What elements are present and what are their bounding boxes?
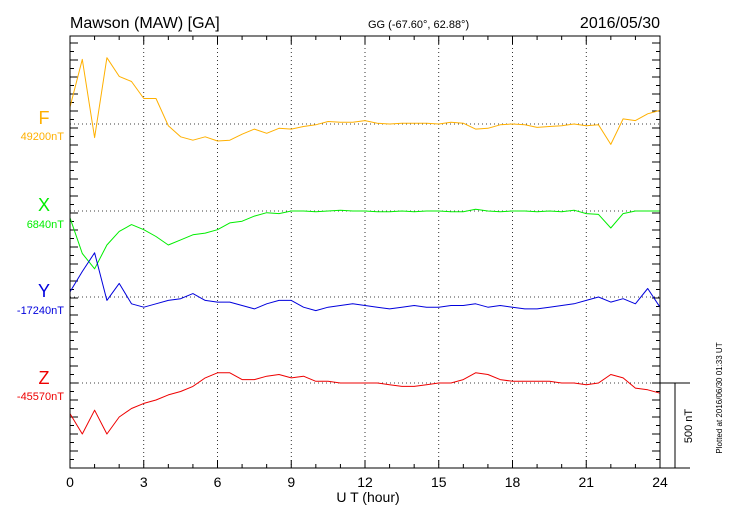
chart-title: Mawson (MAW) [GA] (70, 15, 220, 32)
label-z: Z (39, 368, 50, 388)
label-x: X (38, 195, 50, 215)
baseline-x: 6840nT (27, 219, 65, 231)
x-tick-label: 12 (357, 474, 373, 490)
scale-bar-label: 500 nT (683, 409, 695, 444)
label-f: F (39, 108, 50, 128)
x-tick-label: 15 (431, 474, 447, 490)
legend-labels: F 49200nT X 6840nT Y -17240nT Z -45570nT (17, 108, 64, 403)
series-line-z (69, 372, 661, 435)
baseline-f: 49200nT (21, 131, 65, 143)
axis-ticks: 0 3 6 9 12 15 18 21 24 (66, 36, 668, 490)
x-tick-label: 24 (652, 474, 668, 490)
series-line-y (69, 252, 661, 312)
x-tick-label: 3 (140, 474, 148, 490)
x-axis-label: U T (hour) (336, 489, 399, 505)
x-tick-label: 0 (66, 474, 74, 490)
station-coordinates: GG (-67.60°, 62.88°) (368, 19, 469, 31)
series-lines (69, 57, 661, 435)
x-tick-label: 21 (578, 474, 594, 490)
plotted-timestamp: Plotted at 2016/06/30 01:33 UT (715, 342, 724, 453)
x-tick-label: 6 (214, 474, 222, 490)
series-line-x (69, 208, 660, 270)
x-tick-label: 9 (287, 474, 295, 490)
grid-lines (70, 36, 660, 468)
x-tick-label: 18 (505, 474, 521, 490)
label-y: Y (38, 281, 50, 301)
scale-bar: 500 nT (660, 382, 695, 469)
chart-date: 2016/05/30 (580, 15, 660, 32)
baseline-y: -17240nT (17, 305, 64, 317)
baseline-z: -45570nT (17, 391, 64, 403)
series-line-f (69, 57, 661, 145)
plot-frame (69, 35, 661, 469)
